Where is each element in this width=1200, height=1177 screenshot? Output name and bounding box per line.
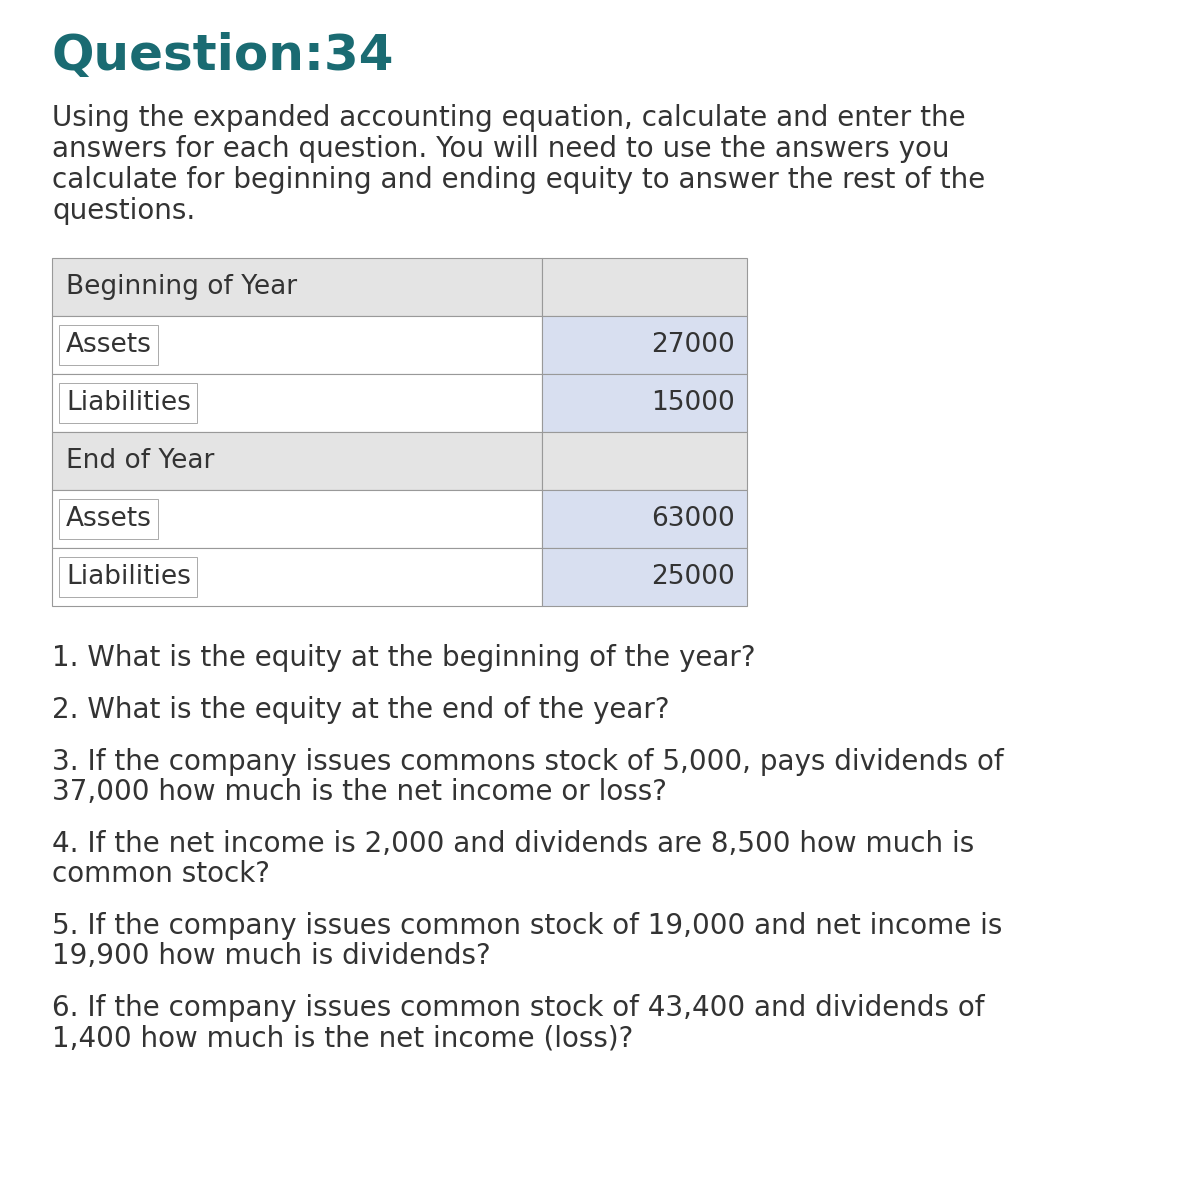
Bar xyxy=(52,258,542,315)
Text: 15000: 15000 xyxy=(652,390,734,415)
Text: 37,000 how much is the net income or loss?: 37,000 how much is the net income or los… xyxy=(52,778,667,806)
Text: 19,900 how much is dividends?: 19,900 how much is dividends? xyxy=(52,942,491,970)
Text: Assets: Assets xyxy=(66,506,152,532)
Text: 5. If the company issues common stock of 19,000 and net income is: 5. If the company issues common stock of… xyxy=(52,912,1002,940)
Bar xyxy=(52,315,542,374)
Bar xyxy=(52,490,542,548)
Text: answers for each question. You will need to use the answers you: answers for each question. You will need… xyxy=(52,135,949,162)
Text: Using the expanded accounting equation, calculate and enter the: Using the expanded accounting equation, … xyxy=(52,104,966,132)
Bar xyxy=(542,548,746,606)
Text: Question:34: Question:34 xyxy=(52,32,395,80)
Text: 63000: 63000 xyxy=(652,506,734,532)
Text: 1. What is the equity at the beginning of the year?: 1. What is the equity at the beginning o… xyxy=(52,644,756,672)
Text: calculate for beginning and ending equity to answer the rest of the: calculate for beginning and ending equit… xyxy=(52,166,985,194)
Bar xyxy=(542,258,746,315)
Text: 1,400 how much is the net income (loss)?: 1,400 how much is the net income (loss)? xyxy=(52,1024,634,1052)
Bar xyxy=(542,315,746,374)
Bar xyxy=(52,374,542,432)
Text: common stock?: common stock? xyxy=(52,860,270,887)
Bar xyxy=(542,490,746,548)
Text: 25000: 25000 xyxy=(652,564,734,590)
Text: Liabilities: Liabilities xyxy=(66,564,191,590)
Bar xyxy=(542,374,746,432)
Text: questions.: questions. xyxy=(52,197,196,225)
Text: End of Year: End of Year xyxy=(66,448,215,474)
Text: Assets: Assets xyxy=(66,332,152,358)
Text: 6. If the company issues common stock of 43,400 and dividends of: 6. If the company issues common stock of… xyxy=(52,995,984,1022)
Text: 3. If the company issues commons stock of 5,000, pays dividends of: 3. If the company issues commons stock o… xyxy=(52,749,1003,776)
Text: Beginning of Year: Beginning of Year xyxy=(66,274,298,300)
Text: 2. What is the equity at the end of the year?: 2. What is the equity at the end of the … xyxy=(52,696,670,724)
Bar xyxy=(52,548,542,606)
Bar xyxy=(52,432,542,490)
Text: 4. If the net income is 2,000 and dividends are 8,500 how much is: 4. If the net income is 2,000 and divide… xyxy=(52,830,974,858)
Bar xyxy=(542,432,746,490)
Text: Liabilities: Liabilities xyxy=(66,390,191,415)
Text: 27000: 27000 xyxy=(652,332,734,358)
